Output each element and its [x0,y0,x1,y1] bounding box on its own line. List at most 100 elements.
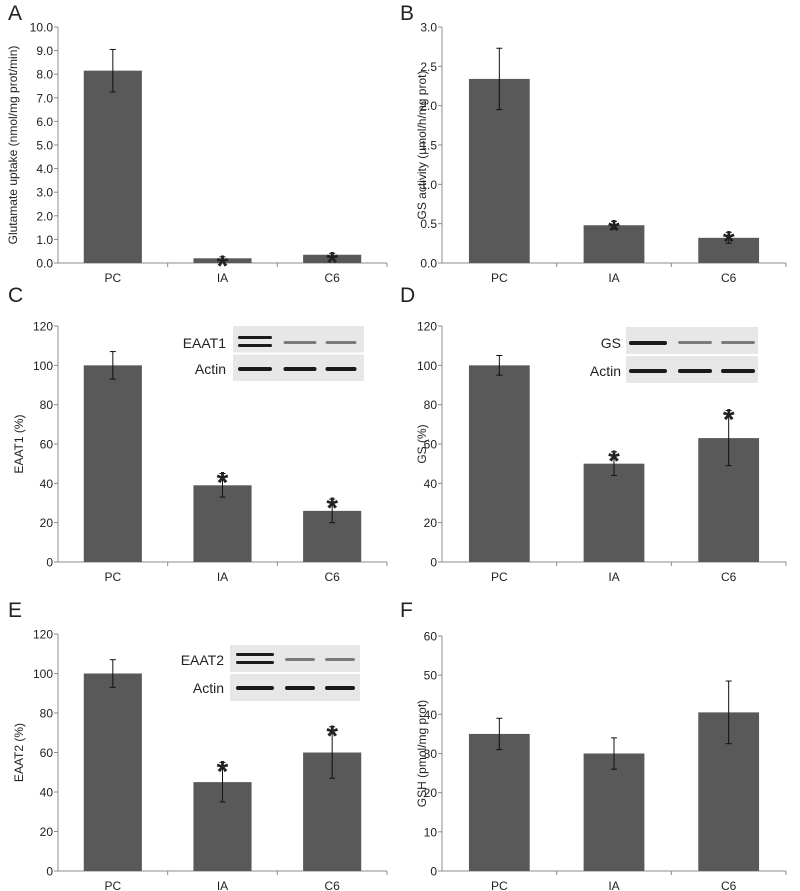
y-axis-label: GSH (pmol/mg prot) [415,700,429,807]
panel-B: C 0 20 40 60 80 100 120 EAAT1 (%) PC IA * C6 * EAAT1 Ac… [8,284,388,584]
y-tick-label: 100 [417,359,437,373]
y-tick-label: 40 [424,708,438,722]
x-tick-label: C6 [324,570,340,584]
bar-PC [83,70,142,263]
y-axis-label: Glutamate uptake (nmol/mg prot/min) [6,46,20,245]
x-tick-label: C6 [721,271,737,285]
y-tick-label: 100 [33,667,53,681]
blot-band [678,369,712,373]
y-tick-label: 3.0 [36,186,53,200]
blot-label: Actin [193,680,224,696]
significance-star: * [723,225,735,258]
panel-letter: A [8,2,22,25]
x-tick-label: C6 [324,271,340,285]
bar-IA [583,463,645,562]
blot-band [325,658,355,661]
y-tick-label: 1.5 [420,139,437,153]
panel-D: B 0.0 0.5 1.0 1.5 2.0 2.5 3.0 GS activity (µmol/… [400,2,787,285]
blot-band [283,367,317,371]
y-tick-label: 120 [33,320,53,334]
bar-IA [583,225,645,263]
significance-star: * [326,492,338,525]
bar-IA [193,258,252,263]
y-tick-label: 40 [424,477,438,491]
y-tick-label: 0.0 [420,257,437,271]
y-tick-label: 50 [424,669,438,683]
blot-band [325,341,357,344]
y-tick-label: 60 [424,630,438,644]
y-tick-label: 4.0 [36,162,53,176]
y-tick-label: 5.0 [36,139,53,153]
blot-band [285,658,315,661]
y-axis-label: EAAT2 (%) [12,723,26,782]
bar-PC [83,673,142,871]
x-tick-label: IA [217,570,228,584]
y-tick-label: 0 [430,556,437,570]
blot-band [325,367,357,371]
blot-band [678,341,712,344]
blot-band [325,686,355,690]
panel-letter: C [8,284,23,307]
blot-band [285,686,315,690]
x-tick-label: C6 [721,879,737,891]
panel-A: A 0.0 1.0 2.0 3.0 4.0 5.0 6.0 7.0 8.0 9.0 10.0 Gluta… [6,2,388,285]
panel-letter: E [8,599,22,622]
x-tick-label: C6 [324,879,340,891]
x-tick-label: IA [608,271,619,285]
significance-star: * [608,214,620,247]
x-tick-label: PC [104,570,121,584]
y-tick-label: 0.5 [420,217,437,231]
y-tick-label: 2.5 [420,60,437,74]
significance-star: * [326,246,338,279]
y-tick-label: 120 [33,628,53,642]
panel-C: E 0 20 40 60 80 100 120 EAAT2 (%) PC IA * C6 * EAAT2 Ac… [8,599,388,891]
y-tick-label: 0 [430,865,437,879]
bar-IA [583,753,645,871]
significance-star: * [326,720,338,753]
y-tick-label: 20 [424,786,438,800]
blot-band [238,336,272,339]
y-tick-label: 100 [33,359,53,373]
x-tick-label: IA [217,879,228,891]
x-tick-label: IA [608,879,619,891]
x-tick-label: IA [608,570,619,584]
panel-letter: B [400,2,414,25]
x-tick-label: PC [104,879,121,891]
blot-label: EAAT2 [181,652,225,668]
x-tick-label: PC [491,879,508,891]
panel-letter: F [400,599,413,622]
y-tick-label: 80 [40,707,54,721]
y-tick-label: 7.0 [36,91,53,105]
y-tick-label: 40 [40,786,54,800]
significance-star: * [723,404,735,437]
y-tick-label: 80 [424,398,438,412]
y-tick-label: 1.0 [36,233,53,247]
blot-band [629,369,667,373]
blot-band [238,367,272,371]
blot-band [236,686,274,690]
y-tick-label: 0 [46,865,53,879]
blot-label: Actin [195,361,226,377]
x-tick-label: PC [491,271,508,285]
bar-PC [468,365,530,562]
y-tick-label: 0.0 [36,257,53,271]
y-tick-label: 9.0 [36,44,53,58]
y-tick-label: 20 [424,516,438,530]
y-tick-label: 120 [417,320,437,334]
y-tick-label: 60 [40,746,54,760]
blot-band [721,341,755,344]
western-blot-B: EAAT1 Actin [183,326,364,381]
y-tick-label: 2.0 [420,99,437,113]
blot-label: GS [601,335,621,351]
panel-F: F 0 10 20 30 40 50 60 GSH (pmol/mg prot) PC IA C6 [400,599,787,891]
x-tick-label: PC [491,570,508,584]
blot-band [238,344,272,347]
bar-IA [193,485,252,562]
panel-letter: D [400,284,415,307]
bar-PC [468,733,530,871]
significance-star: * [217,755,229,788]
bar-C6 [303,254,362,263]
significance-star: * [217,467,229,500]
y-tick-label: 80 [40,398,54,412]
